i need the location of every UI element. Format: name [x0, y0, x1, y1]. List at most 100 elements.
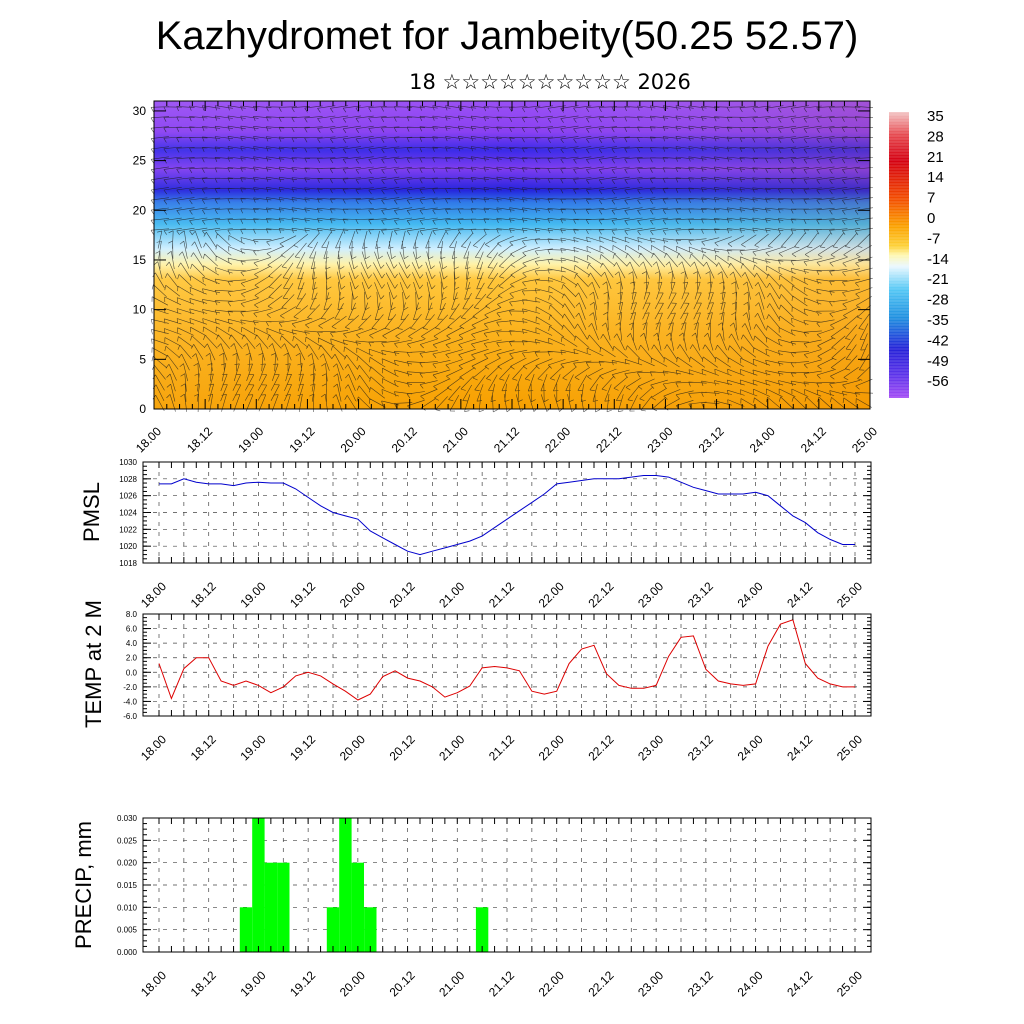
colorbar-label: 14: [927, 169, 944, 186]
x-tick-label: 23.12: [685, 732, 716, 763]
precip-bar: [339, 818, 352, 952]
y-tick-label: 1030: [119, 458, 137, 467]
x-tick-label: 23.00: [644, 424, 675, 455]
x-tick-label: 25.00: [849, 424, 880, 455]
y-tick-label: 2.0: [126, 654, 138, 663]
x-tick-label: 19.12: [287, 732, 318, 763]
precip-y-axis: 0.000 0.005 0.010 0.015 0.020 0.025 0.030: [117, 814, 871, 957]
pmsl-series-line: [159, 475, 855, 556]
y-tick-label: 1018: [119, 559, 137, 568]
precip-bar: [277, 862, 290, 952]
x-tick-label: 18.12: [188, 732, 219, 763]
x-tick-label: 25.00: [834, 968, 865, 999]
x-tick-label: 21.00: [436, 732, 467, 763]
colorbar-label: 21: [927, 149, 944, 166]
chart-title: Kazhydromet for Jambeity(50.25 52.57): [155, 14, 859, 58]
cross-section-y-axis: 0 5 10 15 20 25 30: [133, 104, 870, 416]
y-tick-label: 0.0: [126, 668, 138, 677]
x-tick-label: 23.12: [685, 968, 716, 999]
x-tick-label: 25.00: [834, 732, 865, 763]
pmsl-panel: 1018 1020 1022 1024 1026 1028 1030 18.00 18.12 1…: [79, 458, 872, 610]
temp-x-axis: 18.00 18.12 19.00 19.12 20.00 20.12 21.00 21.12…: [138, 614, 865, 763]
x-tick-label: 22.12: [585, 732, 616, 763]
pmsl-x-axis: 18.00 18.12 19.00 19.12 20.00 20.12 21.00 21.12…: [138, 462, 865, 610]
x-tick-label: 21.12: [491, 424, 522, 455]
x-tick-label: 21.00: [436, 968, 467, 999]
wind-barbs: [150, 105, 874, 413]
x-tick-label: 24.12: [798, 424, 829, 455]
x-tick-label: 23.12: [685, 579, 716, 610]
temp-panel: -6.0 -4.0 -2.0 0.0 2.0 4.0 6.0 8.0 18.00 18.12 19…: [81, 600, 872, 763]
x-tick-label: 20.00: [337, 968, 368, 999]
x-tick-label: 18.12: [188, 968, 219, 999]
precip-bar: [364, 907, 377, 952]
y-tick-label: 0.000: [117, 948, 138, 957]
y-tick-label: 10: [133, 303, 147, 317]
colorbar-scale: [889, 112, 909, 398]
chart-subtitle: 18 ☆☆☆☆☆☆☆☆☆☆ 2026: [409, 70, 691, 94]
y-tick-label: -2.0: [123, 683, 137, 692]
precip-bar: [351, 862, 364, 952]
y-tick-label: 1026: [119, 492, 137, 501]
colorbar-label: -7: [927, 230, 940, 247]
y-tick-label: 4.0: [126, 639, 138, 648]
y-tick-label: 1028: [119, 475, 137, 484]
x-tick-label: 22.12: [593, 424, 624, 455]
colorbar-label: 35: [927, 108, 944, 125]
y-tick-label: 1024: [119, 509, 137, 518]
x-tick-label: 18.00: [138, 968, 169, 999]
colorbar-label: 7: [927, 190, 935, 207]
x-tick-label: 20.00: [338, 424, 369, 455]
x-tick-label: 22.00: [536, 732, 567, 763]
colorbar-labels: 35 28 21 14 7 0 -7 -14 -21 -28 -35 -42 -49 -56: [927, 108, 949, 390]
x-tick-label: 18.12: [184, 424, 215, 455]
colorbar-label: -49: [927, 353, 949, 370]
temp-axis-label: TEMP at 2 M: [81, 600, 106, 728]
x-tick-label: 24.12: [784, 579, 815, 610]
cross-section-panel: 0 5 10 15 20 25 30 18.00 18.12 19.00 19.12 20.00 20…: [133, 100, 880, 455]
x-tick-label: 19.00: [235, 424, 266, 455]
x-tick-label: 18.00: [138, 732, 169, 763]
x-tick-label: 19.12: [287, 968, 318, 999]
colorbar-label: -21: [927, 271, 949, 288]
precip-bar: [264, 862, 277, 952]
x-tick-label: 24.00: [747, 424, 778, 455]
x-tick-label: 20.12: [387, 968, 418, 999]
wind-barb-field: [150, 105, 874, 413]
y-tick-label: 15: [133, 253, 147, 267]
pmsl-axis-label: PMSL: [79, 482, 104, 542]
colorbar-label: -56: [927, 373, 949, 390]
y-tick-label: -6.0: [123, 712, 137, 721]
x-tick-label: 19.12: [286, 424, 317, 455]
colorbar-label: 28: [927, 128, 944, 145]
x-tick-label: 20.12: [389, 424, 420, 455]
x-tick-label: 19.00: [237, 732, 268, 763]
x-tick-label: 19.12: [287, 579, 318, 610]
x-tick-label: 24.00: [735, 579, 766, 610]
x-tick-label: 22.00: [536, 579, 567, 610]
y-tick-label: 5: [139, 352, 146, 366]
x-tick-label: 23.00: [635, 968, 666, 999]
y-tick-label: 6.0: [126, 625, 138, 634]
y-tick-label: 0: [139, 402, 146, 416]
y-tick-label: 0.005: [117, 926, 138, 935]
pmsl-y-axis: 1018 1020 1022 1024 1026 1028 1030: [119, 458, 871, 568]
x-tick-label: 24.00: [735, 732, 766, 763]
y-tick-label: 8.0: [126, 610, 138, 619]
y-tick-label: 30: [133, 104, 147, 118]
x-tick-label: 21.12: [486, 579, 517, 610]
x-tick-label: 23.12: [696, 424, 727, 455]
colorbar-label: -14: [927, 251, 949, 268]
y-tick-label: 0.030: [117, 814, 138, 823]
precip-bar: [475, 907, 489, 952]
y-tick-label: 1022: [119, 525, 137, 534]
x-tick-label: 18.00: [133, 424, 164, 455]
precip-bar: [239, 907, 253, 952]
precip-bars: [239, 818, 489, 952]
x-tick-label: 18.12: [188, 579, 219, 610]
x-tick-label: 18.00: [138, 579, 169, 610]
x-tick-label: 21.00: [440, 424, 471, 455]
y-tick-label: 1020: [119, 542, 137, 551]
x-tick-label: 23.00: [635, 579, 666, 610]
